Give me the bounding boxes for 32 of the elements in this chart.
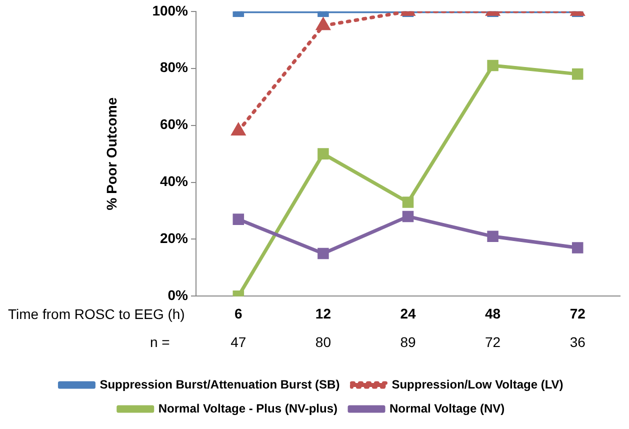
text: 36 xyxy=(570,334,586,350)
point xyxy=(402,196,414,208)
legend-label: Normal Voltage (NV) xyxy=(390,401,505,416)
y-tick-label: 60% xyxy=(160,116,189,132)
x-tick-label: 48 xyxy=(485,305,501,322)
text: n = xyxy=(150,334,170,350)
y-tick-label: 20% xyxy=(160,230,189,246)
text: 89 xyxy=(400,334,416,350)
y-tick-label: 40% xyxy=(160,173,189,190)
point xyxy=(572,242,584,254)
x-axis-title: Time from ROSC to EEG (h) xyxy=(8,306,185,322)
text: 72 xyxy=(485,334,501,350)
point xyxy=(487,230,498,242)
text: 47 xyxy=(230,334,246,350)
legend-label: Suppression Burst/Attenuation Burst (SB) xyxy=(100,377,340,392)
x-tick-label: 6 xyxy=(234,305,242,322)
point xyxy=(572,68,584,80)
y-axis-title: % Poor Outcome xyxy=(103,97,120,210)
y-tick-label: 100% xyxy=(152,2,189,18)
point xyxy=(402,210,414,222)
x-tick-label: 72 xyxy=(570,305,586,322)
text: 80 xyxy=(315,334,332,350)
x-tick-label: 24 xyxy=(400,305,416,322)
point xyxy=(318,148,329,160)
y-tick-label: 0% xyxy=(168,287,189,304)
y-tick-label: 80% xyxy=(160,59,189,76)
point xyxy=(487,60,498,72)
point xyxy=(232,214,244,225)
legend-label: Suppression/Low Voltage (LV) xyxy=(392,377,564,392)
x-tick-label: 12 xyxy=(315,305,332,322)
legend-label: Normal Voltage - Plus (NV-plus) xyxy=(158,401,338,416)
point xyxy=(318,248,329,260)
